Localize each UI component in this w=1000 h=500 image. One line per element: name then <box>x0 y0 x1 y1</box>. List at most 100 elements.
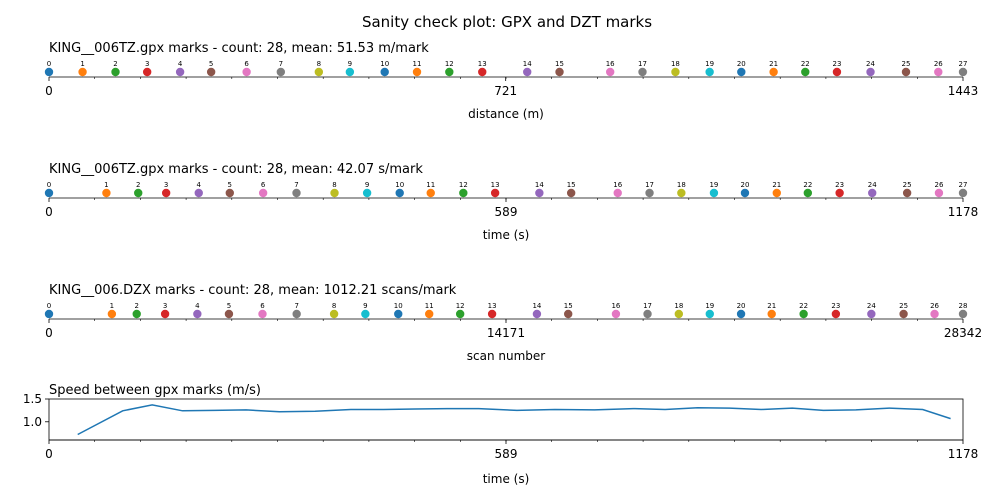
x-tick-label: 589 <box>495 447 518 461</box>
mark-point <box>645 188 654 198</box>
mark-point <box>487 309 497 319</box>
mark-point <box>899 309 908 319</box>
mark-point <box>445 67 454 77</box>
mark-label: 1 <box>110 302 114 310</box>
mark-label: 25 <box>899 302 908 310</box>
mark-point <box>638 67 647 77</box>
mark-label: 12 <box>456 302 465 310</box>
mark-label: 2 <box>136 181 140 189</box>
mark-point <box>868 188 877 198</box>
speed-panel: Speed between gpx marks (m/s) 0 589 1178 tim… <box>23 383 978 486</box>
speed-series-line <box>77 404 951 436</box>
mark-label: 10 <box>380 60 389 68</box>
mark-point <box>867 309 876 319</box>
mark-point <box>44 188 54 198</box>
mark-point <box>769 67 778 77</box>
mark-point <box>555 67 564 77</box>
marks-panel-1: KING__006TZ.gpx marks - count: 28, mean:… <box>44 41 978 121</box>
mark-label: 6 <box>244 60 249 68</box>
mark-label: 5 <box>228 181 232 189</box>
mark-point <box>44 309 54 319</box>
mark-point <box>478 67 487 77</box>
x-axis-label: distance (m) <box>468 107 544 121</box>
mark-label: 7 <box>279 60 283 68</box>
mark-label: 0 <box>47 181 51 189</box>
mark-point <box>643 309 652 319</box>
mark-point <box>958 309 968 319</box>
mark-label: 14 <box>532 302 541 310</box>
mark-point <box>930 309 939 319</box>
mark-label: 6 <box>260 302 265 310</box>
mark-point <box>142 67 152 77</box>
mark-point <box>772 188 781 198</box>
mark-point <box>709 188 719 198</box>
mark-point <box>394 309 403 319</box>
mark-point <box>736 309 746 319</box>
mark-point <box>832 67 842 77</box>
mark-label: 7 <box>294 181 298 189</box>
mark-point <box>193 309 202 319</box>
mark-label: 9 <box>363 302 367 310</box>
mark-label: 16 <box>613 181 622 189</box>
mark-point <box>564 309 573 319</box>
mark-point <box>425 309 434 319</box>
mark-point <box>292 188 301 198</box>
mark-label: 15 <box>567 181 576 189</box>
mark-point <box>799 309 808 319</box>
mark-label: 15 <box>555 60 564 68</box>
mark-point <box>902 188 912 198</box>
mark-label: 27 <box>959 60 968 68</box>
mark-label: 21 <box>769 60 778 68</box>
mark-point <box>345 67 355 77</box>
mark-point <box>459 188 468 198</box>
mark-point <box>740 188 750 198</box>
mark-point <box>490 188 500 198</box>
mark-point <box>292 309 301 319</box>
mark-label: 8 <box>332 181 336 189</box>
mark-label: 17 <box>645 181 654 189</box>
mark-label: 20 <box>737 60 746 68</box>
mark-label: 4 <box>197 181 202 189</box>
mark-label: 6 <box>261 181 266 189</box>
x-tick-label: 1178 <box>948 205 979 219</box>
mark-point <box>225 188 234 198</box>
mark-label: 13 <box>488 302 497 310</box>
mark-label: 11 <box>425 302 434 310</box>
mark-point <box>380 67 389 77</box>
mark-label: 10 <box>394 302 403 310</box>
mark-point <box>677 188 686 198</box>
mark-point <box>132 309 141 319</box>
mark-point <box>395 188 404 198</box>
mark-label: 10 <box>395 181 404 189</box>
mark-label: 16 <box>606 60 615 68</box>
mark-label: 26 <box>934 60 943 68</box>
mark-label: 13 <box>491 181 500 189</box>
mark-label: 28 <box>959 302 968 310</box>
mark-point <box>276 67 286 77</box>
mark-label: 24 <box>868 181 877 189</box>
mark-label: 19 <box>705 302 714 310</box>
mark-point <box>426 188 435 198</box>
mark-label: 27 <box>959 181 968 189</box>
mark-point <box>705 309 714 319</box>
mark-point <box>224 309 234 319</box>
mark-point <box>258 188 268 198</box>
mark-label: 18 <box>671 60 680 68</box>
mark-point <box>831 309 841 319</box>
x-tick-label: 589 <box>495 205 518 219</box>
x-axis-label: time (s) <box>483 472 530 486</box>
mark-point <box>161 188 171 198</box>
mark-label: 24 <box>867 302 876 310</box>
x-tick-label: 1178 <box>948 447 979 461</box>
mark-label: 3 <box>163 302 167 310</box>
mark-label: 11 <box>426 181 435 189</box>
mark-point <box>605 67 615 77</box>
mark-label: 4 <box>178 60 183 68</box>
mark-point <box>803 188 813 198</box>
mark-label: 18 <box>674 302 683 310</box>
marks-panel-3: KING__006.DZX marks - count: 28, mean: 1… <box>44 283 982 363</box>
x-axis-label: time (s) <box>483 228 530 242</box>
mark-point <box>671 67 680 77</box>
mark-label: 22 <box>801 60 810 68</box>
